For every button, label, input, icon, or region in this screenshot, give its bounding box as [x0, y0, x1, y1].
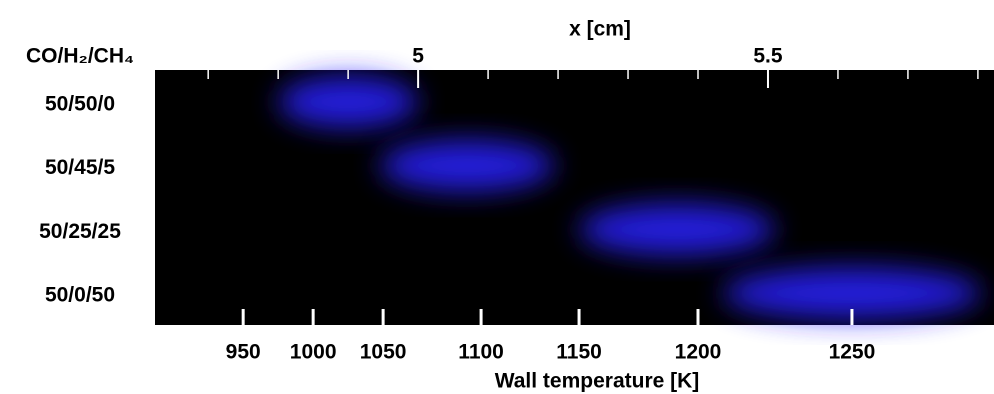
flame	[579, 204, 775, 256]
row-header: CO/H₂/CH₄	[26, 45, 134, 68]
x-axis-label: x [cm]	[569, 18, 631, 41]
temperature-tick-label: 1250	[829, 341, 876, 364]
temperature-tick-label: 1050	[360, 341, 407, 364]
temperature-tick-label: 950	[226, 341, 261, 364]
x-tick-label: 5	[412, 45, 424, 68]
flame	[380, 140, 555, 192]
row-label: 50/0/50	[45, 284, 115, 307]
x-tick-label: 5.5	[753, 45, 783, 68]
temperature-tick-label: 1100	[458, 341, 504, 364]
temperature-tick-label: 1000	[290, 341, 337, 364]
figure: x [cm] Wall temperature [K] CO/H₂/CH₄ 50…	[0, 0, 994, 394]
bottom-axis-label: Wall temperature [K]	[495, 370, 700, 393]
row-label: 50/25/25	[39, 220, 121, 243]
row-label: 50/50/0	[45, 92, 115, 115]
flame	[278, 76, 418, 128]
temperature-tick-label: 1200	[675, 341, 722, 364]
temperature-tick-label: 1150	[556, 341, 602, 364]
row-label: 50/45/5	[45, 156, 115, 179]
